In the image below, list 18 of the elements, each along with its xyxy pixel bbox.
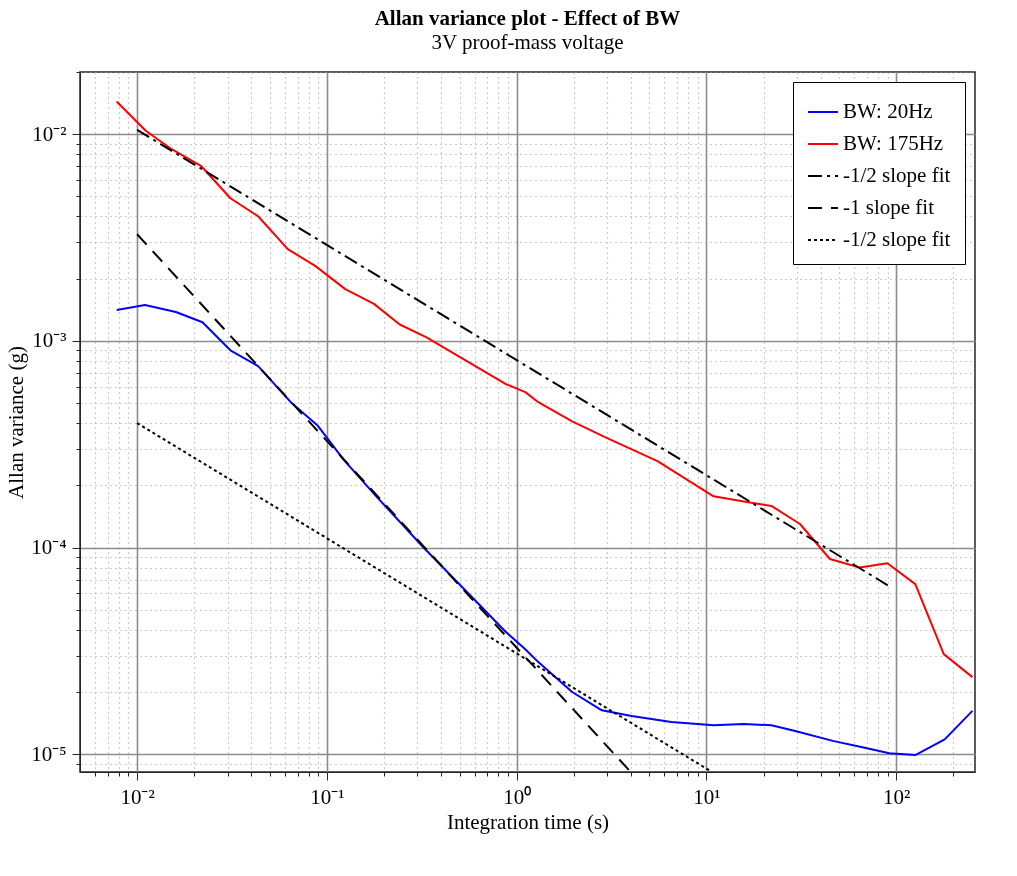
y-tick-label: 10⁻⁴ <box>31 535 67 560</box>
legend-label: BW: 20Hz <box>843 99 933 123</box>
y-tick-label: 10⁻⁵ <box>31 741 67 766</box>
x-tick-label: 10² <box>883 784 911 809</box>
legend-label: BW: 175Hz <box>843 131 944 155</box>
x-tick-label: 10⁰ <box>503 784 532 809</box>
chart-subtitle: 3V proof-mass voltage <box>431 30 624 54</box>
legend-label: -1 slope fit <box>843 195 935 219</box>
x-axis-title: Integration time (s) <box>446 809 610 834</box>
legend-label: -1/2 slope fit <box>843 163 951 187</box>
x-tick-label: 10⁻¹ <box>310 784 345 809</box>
chart-title: Allan variance plot - Effect of BW <box>374 6 681 30</box>
y-axis-title: Allan variance (g) <box>4 346 29 499</box>
x-tick-label: 10¹ <box>693 784 721 809</box>
legend-label: -1/2 slope fit <box>843 227 951 251</box>
x-tick-label: 10⁻² <box>120 784 155 809</box>
y-tick-label: 10⁻³ <box>32 328 67 353</box>
y-tick-label: 10⁻² <box>32 121 67 146</box>
